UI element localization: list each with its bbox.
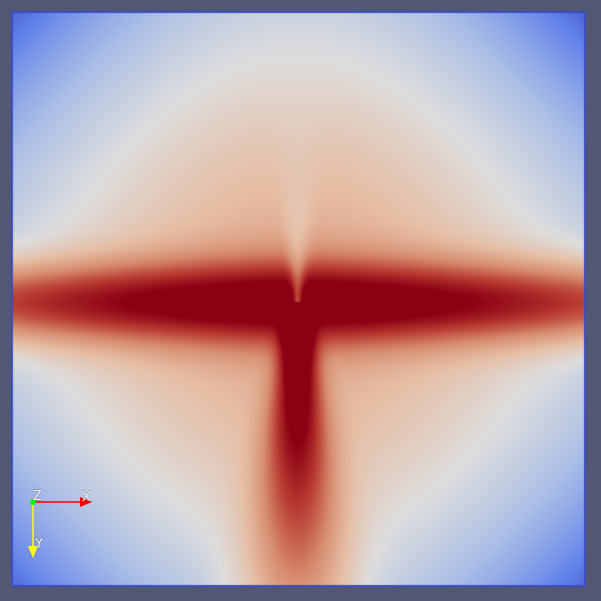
x-axis-label: X xyxy=(82,490,91,505)
x-axis-arrow xyxy=(33,497,92,507)
z-axis-label: Z xyxy=(33,489,42,504)
y-axis-label: Y xyxy=(34,537,43,552)
y-axis-arrow xyxy=(28,502,38,558)
z-axis-marker xyxy=(30,499,36,505)
